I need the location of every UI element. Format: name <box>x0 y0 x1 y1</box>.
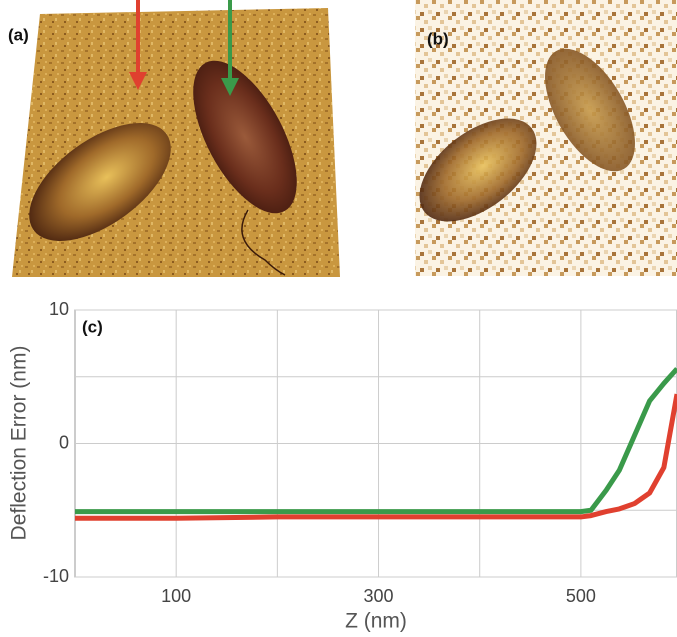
x-axis-label: Z (nm) <box>345 610 407 633</box>
x-tick-label: 300 <box>364 586 394 606</box>
y-tick-label: 10 <box>49 299 69 319</box>
y-axis-label: Deflection Error (nm) <box>8 346 31 541</box>
figure: (a) (b) (c) Z (nm) Deflection Error (nm)… <box>0 0 677 637</box>
x-tick-label: 100 <box>161 586 191 606</box>
panel-label: (c) <box>82 317 103 336</box>
y-tick-label: 0 <box>59 432 69 452</box>
y-tick-label: -10 <box>43 566 69 586</box>
data-line <box>75 369 677 512</box>
panel-label: (a) <box>8 25 29 44</box>
panel-label: (b) <box>427 29 449 48</box>
data-line <box>75 394 677 518</box>
x-tick-label: 500 <box>566 586 596 606</box>
panel-a-image <box>9 0 340 277</box>
